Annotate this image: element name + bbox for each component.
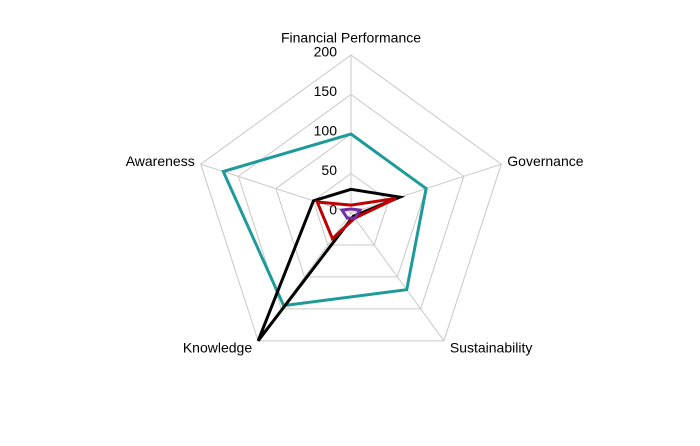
tick-label: 0	[329, 202, 337, 218]
series-line	[339, 207, 363, 220]
series-line	[314, 196, 397, 242]
grid-ring	[312, 172, 390, 246]
category-label: Awareness	[126, 153, 195, 169]
tick-label: 150	[314, 83, 338, 99]
category-label: Sustainability	[450, 340, 533, 356]
series-line	[221, 132, 428, 308]
category-label: Financial Performance	[281, 30, 421, 46]
tick-label: 100	[314, 123, 338, 139]
series-line	[256, 187, 406, 342]
axis-spoke	[350, 212, 445, 342]
category-label: Knowledge	[183, 340, 252, 356]
tick-label: 50	[321, 162, 337, 178]
tick-label: 200	[314, 44, 338, 60]
category-label: Governance	[507, 153, 583, 169]
grid-ring	[200, 54, 502, 342]
